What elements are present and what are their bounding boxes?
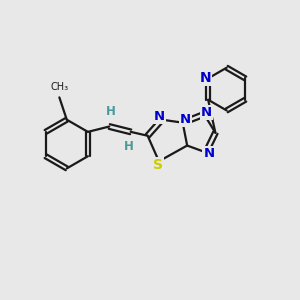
Text: N: N <box>200 71 211 85</box>
Text: N: N <box>154 110 165 123</box>
Text: H: H <box>106 105 116 118</box>
Text: N: N <box>203 147 214 161</box>
Text: H: H <box>124 140 134 153</box>
Text: N: N <box>201 106 212 119</box>
Text: S: S <box>153 158 163 172</box>
Text: CH₃: CH₃ <box>51 82 69 92</box>
Text: N: N <box>179 112 191 126</box>
